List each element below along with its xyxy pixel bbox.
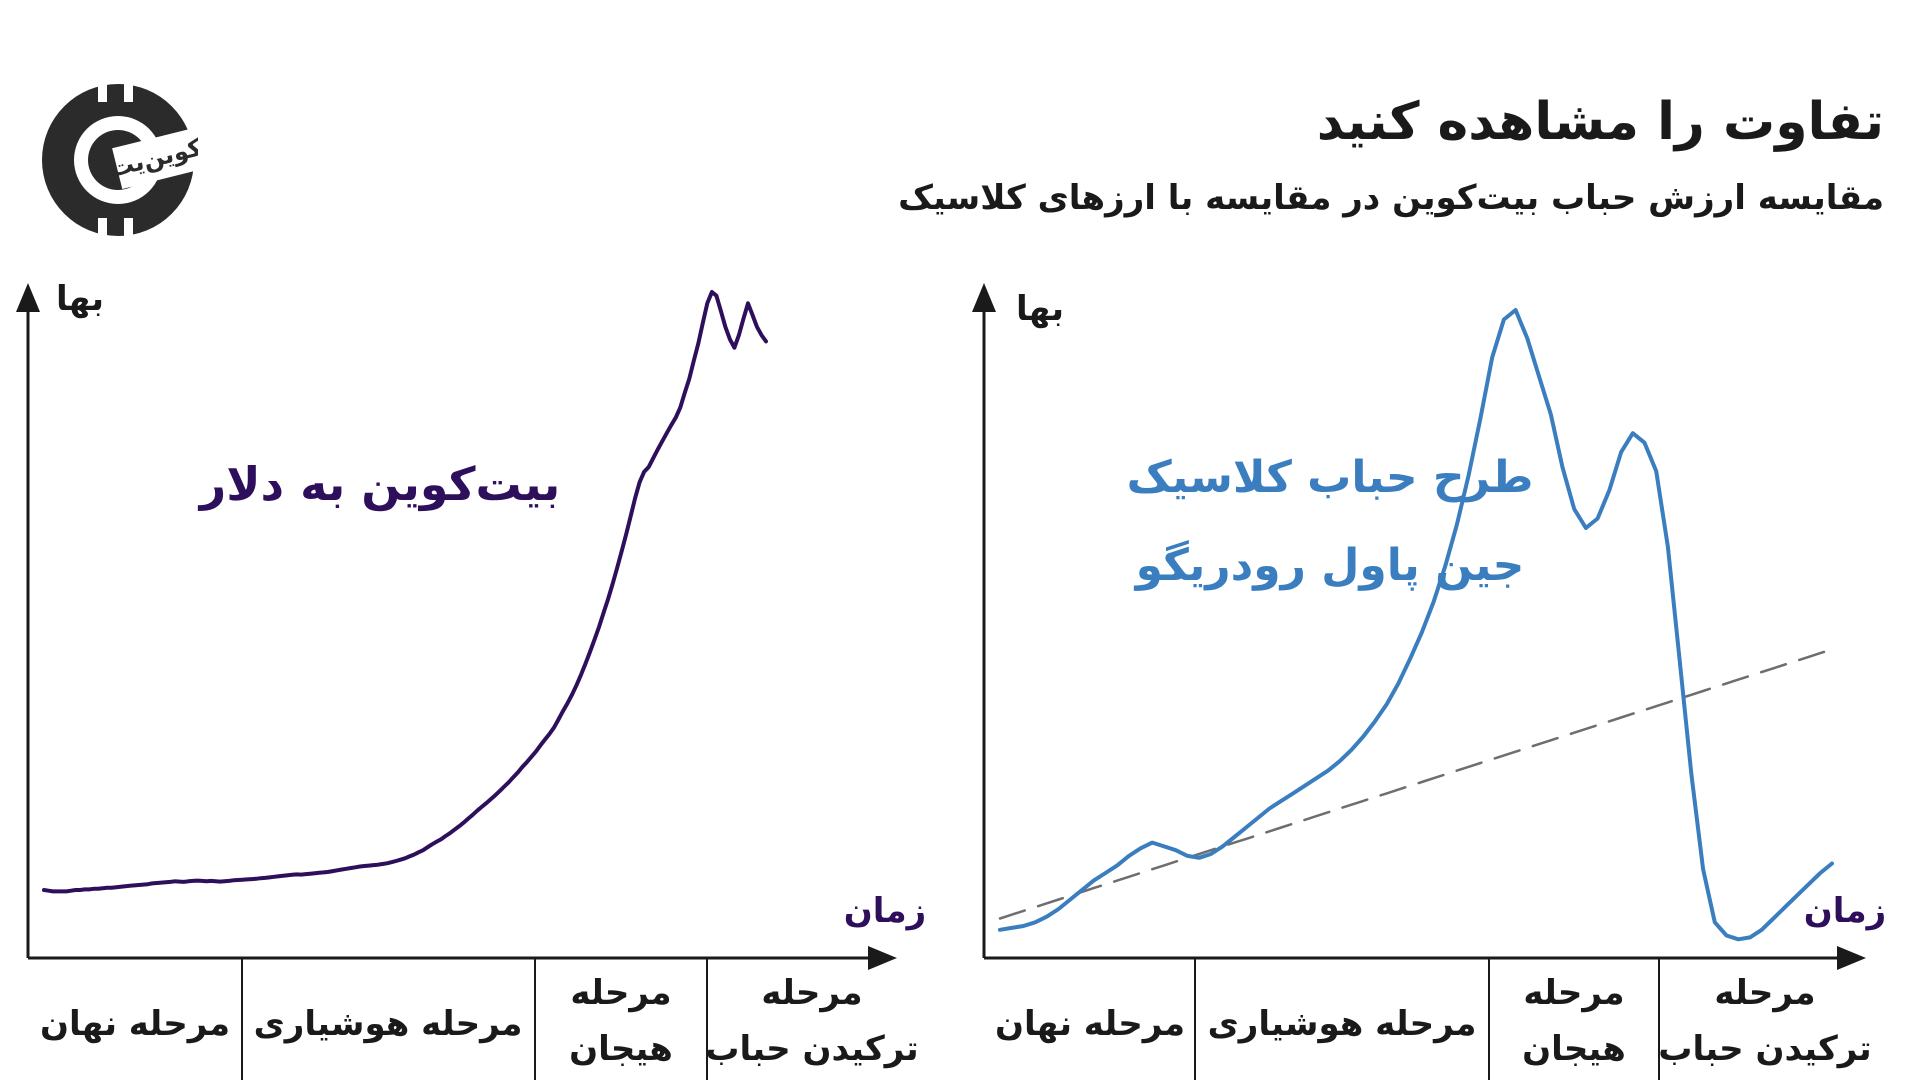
bitcoin-y-axis-label: بها — [56, 279, 104, 319]
bitcoin-phase-dividers — [241, 958, 708, 1080]
bitcoin-phase-labels: مرحله نهان مرحله هوشیاری مرحله هیجان مرحله تر… — [40, 973, 919, 1069]
classic-bubble-line — [998, 308, 1834, 942]
bitcoin-x-axis-label: زمان — [844, 891, 926, 931]
coin-logo-icon: کوین‌یت — [42, 82, 198, 238]
bitcoin-annotation: بیت‌کوین به دلار — [198, 457, 561, 511]
phase-label-line: مرحله — [1523, 973, 1624, 1013]
classic-y-axis-label: بها — [1016, 289, 1064, 329]
phase-label: مرحله هوشیاری — [1208, 1004, 1477, 1044]
phase-label: مرحله ترکیدن حباب — [705, 973, 918, 1069]
classic-bubble-chart-panel: بها زمان طرح حباب کلاسیک جین پاول رودریگ… — [972, 283, 1886, 1080]
classic-annotation-line-2: جین پاول رودریگو — [1134, 539, 1525, 591]
phase-label-line: مرحله هوشیاری — [1208, 1004, 1477, 1044]
phase-label-line: هیجان — [1522, 1029, 1626, 1069]
classic-phase-labels: مرحله نهان مرحله هوشیاری مرحله هیجان مرحله تر… — [995, 973, 1872, 1069]
phase-label-line: مرحله نهان — [40, 1004, 230, 1044]
classic-x-axis-label: زمان — [1804, 891, 1886, 931]
bitcoin-chart-panel: بها زمان بیت‌کوین به دلار مرحله نهان مرحل… — [16, 279, 926, 1080]
classic-bubble-series — [998, 308, 1834, 942]
phase-label: مرحله هیجان — [1522, 973, 1626, 1069]
page-subtitle: مقایسه ارزش حباب بیت‌کوین در مقایسه با ا… — [898, 178, 1884, 218]
phase-label: مرحله هوشیاری — [254, 1004, 523, 1044]
phase-label-line: مرحله — [761, 973, 862, 1013]
phase-label: مرحله نهان — [995, 1004, 1185, 1044]
phase-label: مرحله هیجان — [569, 973, 673, 1069]
phase-label-line: مرحله — [1714, 973, 1815, 1013]
classic-phase-dividers — [1194, 958, 1660, 1080]
bitcoin-price-series — [42, 290, 768, 894]
phase-label-line: مرحله — [570, 973, 671, 1013]
phase-label-line: هیجان — [569, 1029, 673, 1069]
phase-label-line: مرحله هوشیاری — [254, 1004, 523, 1044]
classic-x-axis-arrow — [1837, 946, 1866, 970]
phase-label-line: مرحله نهان — [995, 1004, 1185, 1044]
classic-trend-dashed-line — [998, 648, 1834, 920]
page-title: تفاوت را مشاهده کنید — [1316, 92, 1884, 152]
phase-label: مرحله نهان — [40, 1004, 230, 1044]
bitcoin-x-axis-arrow — [868, 946, 897, 970]
bitcoin-y-axis-arrow — [16, 283, 40, 312]
phase-label-line: ترکیدن حباب — [1658, 1029, 1871, 1069]
bitcoin-price-line — [42, 290, 768, 894]
phase-label-line: ترکیدن حباب — [705, 1029, 918, 1069]
phase-label: مرحله ترکیدن حباب — [1658, 973, 1871, 1069]
classic-y-axis-arrow — [972, 283, 996, 312]
